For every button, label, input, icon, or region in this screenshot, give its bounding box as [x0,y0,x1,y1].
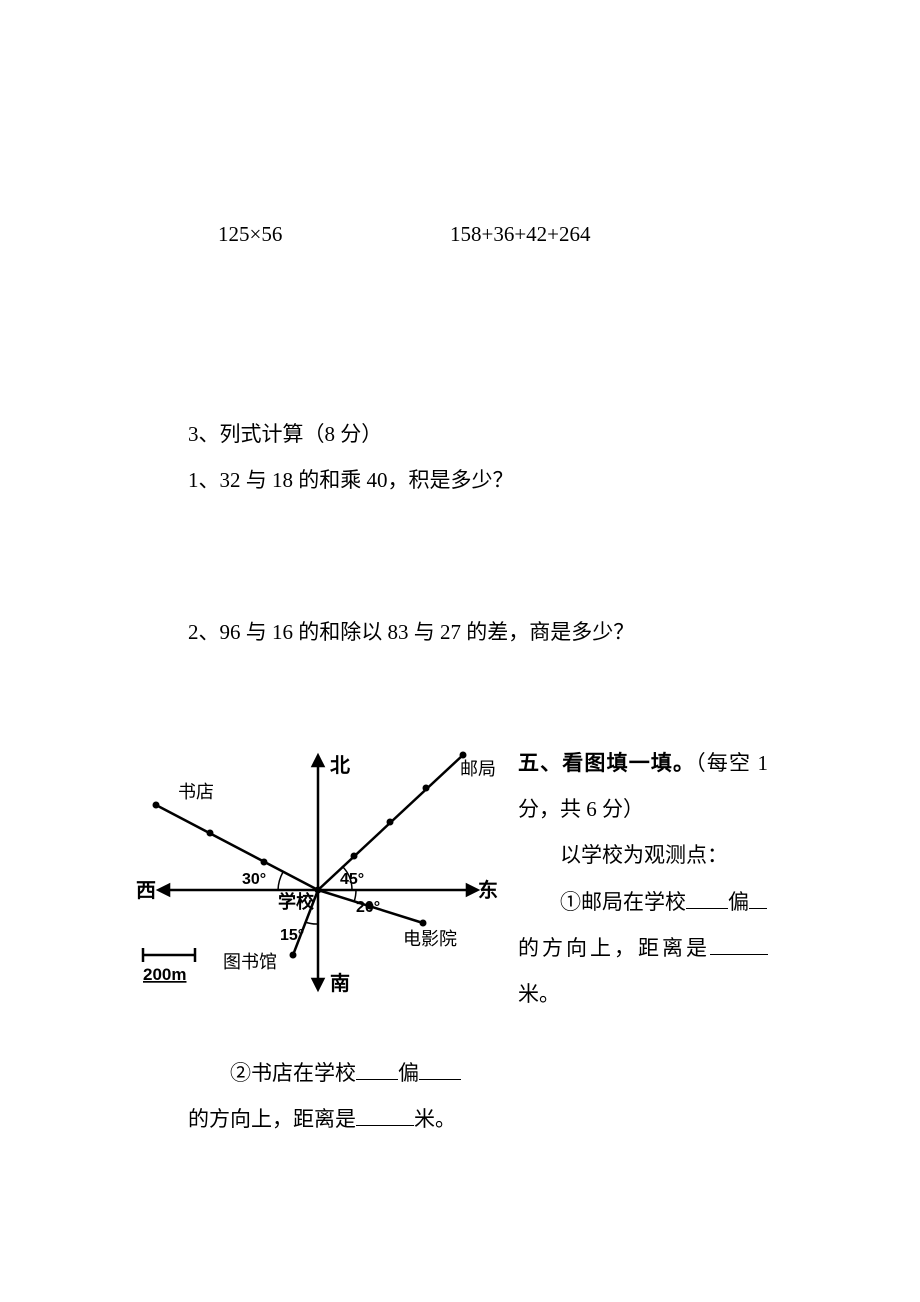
q2-blank-2[interactable] [419,1058,461,1080]
q1-blank-3[interactable] [710,933,768,955]
q1-blank-1[interactable] [686,887,728,909]
label-post-office: 邮局 [460,759,496,779]
label-east: 东 [478,878,498,902]
dot-center [315,887,322,894]
label-library: 图书馆 [223,952,277,972]
angle-nw: 30° [242,871,266,888]
q1-blank-2[interactable] [749,887,767,909]
q1-tail-b: 米。 [518,982,560,1006]
angle-ne: 45° [340,871,364,888]
q1-pre: ①邮局在学校 [560,890,686,914]
section5-below-column: ②书店在学校 偏 的方向上，距离是 米。 [188,1050,488,1142]
q2-tail-b: 米。 [414,1107,456,1131]
q1-mid: 偏 [728,890,749,914]
page: 125×56 158+36+42+264 3、列式计算（8 分） 1、32 与 … [0,0,920,1302]
q3-item-2: 2、96 与 16 的和除以 83 与 27 的差，商是多少？ [188,616,634,650]
angle-se: 20° [356,899,380,916]
section5-title: 五、看图填一填。 [518,751,695,775]
arc-sw [305,922,318,924]
scale-bar: 200m [143,948,195,984]
ray-bookstore [156,805,318,890]
expression-a: 125×56 [218,218,282,252]
scale-label: 200m [143,965,186,984]
section5-right-column: 五、看图填一填。（每空 1 分，共 6 分） 以学校为观测点： ①邮局在学校偏 … [518,740,768,1017]
q2-tail-a: 的方向上，距离是 [188,1107,356,1131]
q2-blank-3[interactable] [356,1104,414,1126]
label-south: 南 [330,972,350,995]
arc-nw [278,872,283,890]
dots-library [290,952,297,959]
section5-intro: 以学校为观测点： [518,832,768,878]
label-school: 学校 [278,891,315,912]
q3-item-1: 1、32 与 18 的和乘 40，积是多少？ [188,464,514,498]
q1-tail-a: 的方向上，距离是 [518,936,710,960]
direction-figure: 45° 30° 20° 15° 北 南 东 西 学校 邮局 书店 图书馆 电影院 [128,740,508,1020]
expression-b: 158+36+42+264 [450,218,591,252]
label-north: 北 [330,754,350,777]
direction-svg: 45° 30° 20° 15° 北 南 东 西 学校 邮局 书店 图书馆 电影院 [128,740,508,1020]
label-west: 西 [136,880,156,902]
q2-pre: ②书店在学校 [230,1061,356,1085]
q2-mid: 偏 [398,1061,419,1085]
angle-sw: 15° [280,927,304,944]
label-cinema: 电影院 [403,929,457,949]
q2-blank-1[interactable] [356,1058,398,1080]
q3-title: 3、列式计算（8 分） [188,418,382,452]
label-bookstore: 书店 [178,782,214,802]
